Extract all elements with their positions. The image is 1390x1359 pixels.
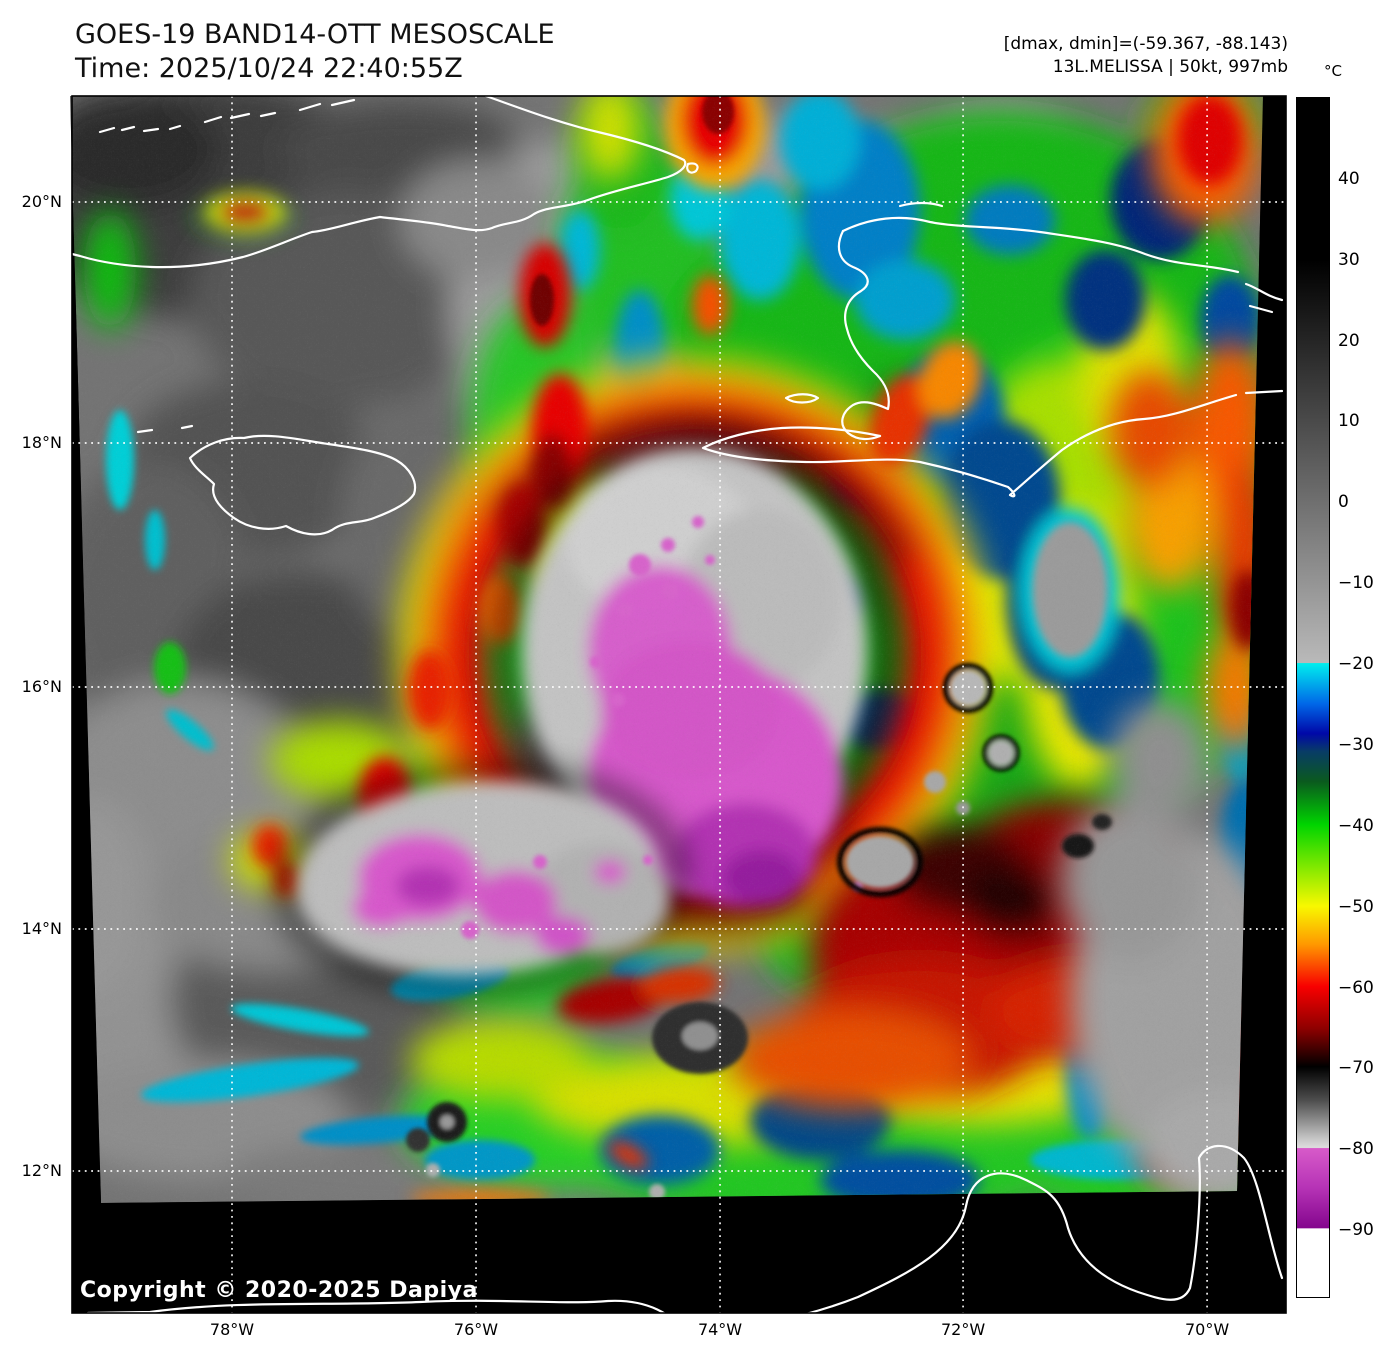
- gonave-island: [784, 393, 820, 404]
- coastline-south-america: [86, 1144, 1284, 1338]
- range-readout: [dmax, dmin]=(-59.367, -88.143): [1003, 34, 1288, 54]
- colorbar-tick-9: −50: [1338, 896, 1374, 917]
- lon-label-1: 76°W: [453, 1320, 499, 1339]
- storm-readout: 13L.MELISSA | 50kt, 997mb: [1052, 57, 1288, 77]
- colorbar-tick-13: −90: [1338, 1220, 1374, 1241]
- colorbar-tick-6: −20: [1338, 654, 1374, 675]
- map-title-block: GOES-19 BAND14-OTT MESOSCALE Time: 2025/…: [75, 18, 555, 86]
- colorbar-tick-5: −10: [1338, 573, 1374, 594]
- lat-label-3: 14°N: [21, 919, 62, 939]
- colorbar-tick-2: 20: [1338, 331, 1360, 351]
- coastline-jamaica: [188, 434, 417, 536]
- colorbar-tick-8: −40: [1338, 815, 1374, 836]
- lat-label-1: 18°N: [21, 432, 62, 452]
- tortuga-island: [898, 201, 944, 208]
- coastline-hispaniola-north-fragment: [1244, 282, 1284, 314]
- coastline-haiti-west: [837, 229, 890, 441]
- copyright-watermark: Copyright © 2020-2025 Dapiya: [80, 1278, 478, 1303]
- coastline-cuba: [70, 94, 687, 269]
- coastlines: [70, 94, 1284, 1338]
- page-title: GOES-19 BAND14-OTT MESOSCALE: [75, 19, 555, 50]
- colorbar-tick-11: −70: [1338, 1058, 1374, 1079]
- colorbar-tick-7: −30: [1338, 734, 1374, 755]
- lon-label-2: 74°W: [697, 1320, 743, 1339]
- timestamp: Time: 2025/10/24 22:40:55Z: [75, 53, 463, 84]
- coastline-hispaniola-south-fragment: [1244, 389, 1284, 395]
- lat-label-2: 16°N: [21, 676, 62, 696]
- coastline-hispaniola-south: [701, 393, 1238, 498]
- colorbar-tick-3: 10: [1338, 411, 1360, 432]
- colorbar-unit-label: °C: [1324, 62, 1342, 80]
- map-frame: [71, 95, 1287, 1314]
- lat-label-0: 20°N: [21, 192, 62, 211]
- storm-info-block: [dmax, dmin]=(-59.367, -88.143) 13L.MELI…: [1004, 33, 1288, 79]
- lon-label-0: 78°W: [209, 1320, 255, 1339]
- lat-lon-gridlines: [72, 96, 1286, 1313]
- colorbar-tick-10: −60: [1338, 977, 1374, 998]
- colorbar-tick-12: −80: [1338, 1139, 1374, 1160]
- lon-label-4: 70°W: [1184, 1320, 1230, 1339]
- cayman-islands: [136, 424, 194, 434]
- colorbar-tick-1: 30: [1338, 250, 1360, 270]
- colorbar-tick-0: 40: [1338, 169, 1360, 189]
- cuba-cays: [98, 98, 356, 134]
- lat-label-4: 12°N: [21, 1160, 62, 1180]
- satellite-imagery: [70, 96, 1263, 1203]
- lon-label-3: 72°W: [940, 1320, 986, 1339]
- temperature-colorbar: [1296, 97, 1330, 1298]
- coastline-hispaniola-north: [841, 216, 1240, 274]
- guantanamo-bay-loop: [686, 162, 699, 174]
- colorbar-tick-4: 0: [1338, 492, 1349, 513]
